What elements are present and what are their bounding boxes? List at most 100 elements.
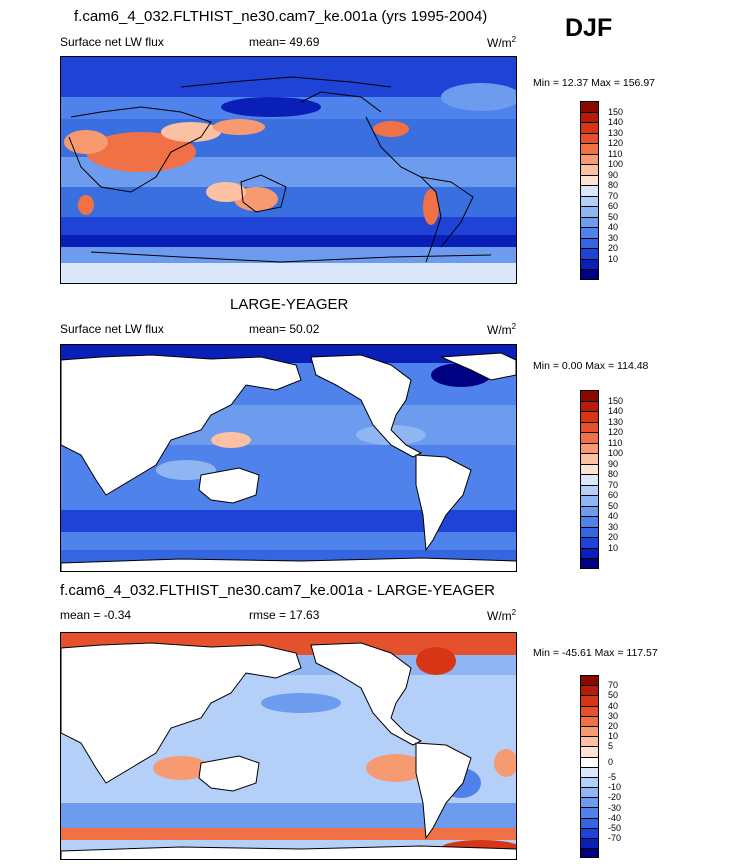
colorbar-box bbox=[580, 484, 599, 495]
colorbar-tick-label: 100 bbox=[608, 159, 624, 169]
colorbar-box bbox=[580, 390, 599, 401]
colorbar-tick-label: 10 bbox=[608, 253, 619, 264]
colorbar-tick-label: 140 bbox=[608, 117, 624, 127]
colorbar-tick-label: 40 bbox=[608, 511, 619, 521]
colorbar-box bbox=[580, 695, 599, 706]
colorbar-box bbox=[580, 526, 599, 537]
colorbar-tick-label: -5 bbox=[608, 772, 617, 782]
colorbar-tick-label: 0 bbox=[608, 756, 614, 767]
colorbar-tick-label: 30 bbox=[608, 521, 619, 532]
colorbar-box bbox=[580, 432, 599, 443]
colorbar-tick-label: 70 bbox=[608, 680, 619, 691]
colorbar-box bbox=[580, 787, 599, 798]
colorbar-box bbox=[580, 474, 599, 485]
colorbar-tick-label: -10 bbox=[608, 782, 622, 793]
colorbar-box bbox=[580, 195, 599, 206]
colorbar-box bbox=[580, 838, 599, 849]
panel1-title: f.cam6_4_032.FLTHIST_ne30.cam7_ke.001a (… bbox=[74, 8, 488, 25]
panel2-map bbox=[60, 344, 517, 572]
colorbar-box bbox=[580, 736, 599, 747]
colorbar-tick-label: -70 bbox=[608, 833, 622, 844]
colorbar-box bbox=[580, 807, 599, 818]
colorbar-box bbox=[580, 516, 599, 527]
colorbar-tick-label: -30 bbox=[608, 802, 622, 813]
season-label: DJF bbox=[565, 14, 613, 42]
panel3-map bbox=[60, 632, 517, 860]
colorbar-tick-label: 20 bbox=[608, 721, 619, 731]
panel3-title: f.cam6_4_032.FLTHIST_ne30.cam7_ke.001a -… bbox=[60, 582, 495, 599]
colorbar-box bbox=[580, 827, 599, 838]
colorbar-tick-label: 50 bbox=[608, 690, 619, 701]
colorbar-box bbox=[580, 537, 599, 548]
colorbar-box bbox=[580, 206, 599, 217]
panel2-minmax: Min = 0.00 Max = 114.48 bbox=[533, 360, 649, 372]
colorbar-tick-label: 80 bbox=[608, 180, 619, 190]
colorbar-tick-label: 30 bbox=[608, 710, 619, 721]
colorbar-tick-label: 60 bbox=[608, 490, 619, 500]
colorbar-tick-label: 150 bbox=[608, 106, 624, 117]
colorbar-box bbox=[580, 185, 599, 196]
colorbar-box bbox=[580, 453, 599, 464]
colorbar-tick-label: -50 bbox=[608, 823, 622, 833]
colorbar-box bbox=[580, 685, 599, 696]
panel1-colorbar-boxes bbox=[580, 101, 599, 280]
colorbar-box bbox=[580, 216, 599, 227]
panel3-rmse: rmse = 17.63 bbox=[249, 608, 320, 622]
colorbar-tick-label: -40 bbox=[608, 812, 622, 823]
panel1-minmax: Min = 12.37 Max = 156.97 bbox=[533, 77, 655, 89]
panel3-mean: mean = -0.34 bbox=[60, 608, 132, 622]
colorbar-box bbox=[580, 746, 599, 757]
colorbar-tick-label: 130 bbox=[608, 127, 624, 138]
panel3-colorbar: 70 50 40 30 20 10 5 0 -5 -10 -20 -30 -40 -50 -70 bbox=[580, 675, 621, 859]
panel1-mean: mean= 49.69 bbox=[249, 35, 320, 49]
colorbar-tick-label: 20 bbox=[608, 243, 619, 253]
colorbar-box bbox=[580, 776, 599, 788]
colorbar-tick-label: 10 bbox=[608, 542, 619, 553]
colorbar-box bbox=[580, 258, 599, 269]
panel2-colorbar-boxes bbox=[580, 390, 599, 569]
colorbar-box bbox=[580, 442, 599, 453]
colorbar-box bbox=[580, 153, 599, 164]
colorbar-box bbox=[580, 400, 599, 411]
panel2-mean: mean= 50.02 bbox=[249, 322, 320, 336]
colorbar-tick-label: 50 bbox=[608, 211, 619, 222]
colorbar-box bbox=[580, 675, 599, 686]
colorbar-box bbox=[580, 797, 599, 808]
colorbar-box bbox=[580, 143, 599, 154]
colorbar-tick-label: 30 bbox=[608, 232, 619, 243]
colorbar-box bbox=[580, 164, 599, 175]
panel2-colorbar: 150 140 130 120 110 100 90 80 70 60 50 40 30 20 10 bbox=[580, 390, 623, 569]
colorbar-tick-label: 60 bbox=[608, 201, 619, 211]
colorbar-tick-label: 100 bbox=[608, 448, 624, 458]
panel3-minmax: Min = -45.61 Max = 117.57 bbox=[533, 647, 658, 659]
colorbar-box bbox=[580, 421, 599, 432]
panel1-map bbox=[60, 56, 517, 284]
colorbar-tick-label: -20 bbox=[608, 792, 622, 803]
colorbar-box bbox=[580, 766, 599, 777]
colorbar-tick-label: 50 bbox=[608, 500, 619, 511]
colorbar-box bbox=[580, 122, 599, 133]
colorbar-box bbox=[580, 547, 599, 558]
colorbar-box bbox=[580, 411, 599, 422]
colorbar-box bbox=[580, 248, 599, 259]
colorbar-box bbox=[580, 174, 599, 185]
colorbar-box bbox=[580, 505, 599, 516]
colorbar-tick-label: 130 bbox=[608, 416, 624, 427]
colorbar-tick-label: 70 bbox=[608, 190, 619, 201]
colorbar-tick-label: 110 bbox=[608, 148, 623, 159]
colorbar-box bbox=[580, 558, 599, 569]
colorbar-tick-label: 120 bbox=[608, 427, 624, 437]
panel1-colorbar: 150 140 130 120 110 100 90 80 70 60 50 40 30 20 10 bbox=[580, 101, 623, 280]
colorbar-box bbox=[580, 463, 599, 474]
panel1-units: W/m2 bbox=[487, 35, 517, 50]
panel3-colorbar-boxes bbox=[580, 675, 599, 859]
colorbar-tick-label: 40 bbox=[608, 700, 619, 711]
colorbar-tick-label: 10 bbox=[608, 731, 619, 742]
colorbar-box bbox=[580, 269, 599, 280]
colorbar-box bbox=[580, 705, 599, 716]
colorbar-tick-label: 40 bbox=[608, 222, 619, 232]
colorbar-tick-label: 20 bbox=[608, 532, 619, 542]
colorbar-box bbox=[580, 132, 599, 143]
colorbar-box bbox=[580, 101, 599, 112]
colorbar-tick-label: 80 bbox=[608, 469, 619, 479]
